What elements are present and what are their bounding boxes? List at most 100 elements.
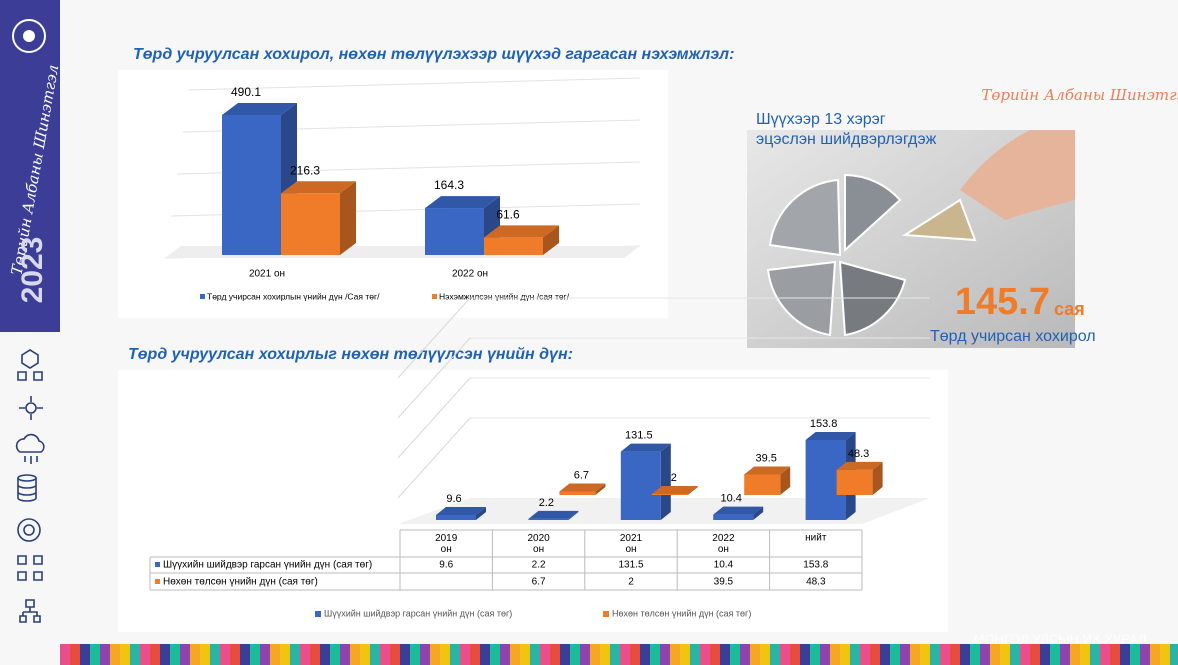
decor-tile — [310, 644, 320, 665]
bar-top — [484, 225, 559, 238]
x-tick-label-line: 2021 — [620, 533, 643, 544]
decor-tile — [460, 644, 470, 665]
bar-side — [340, 181, 356, 255]
decor-tile — [710, 644, 720, 665]
bar-top — [836, 461, 883, 470]
decor-tile — [470, 644, 480, 665]
legend-swatch — [155, 579, 160, 584]
decor-tile — [570, 644, 580, 665]
decor-tile — [1170, 644, 1178, 665]
x-tick-label: 2022 он — [452, 269, 488, 280]
bar-top — [281, 181, 356, 194]
row-label: Нөхөн төлсөн үнийн дүн (сая төг) — [163, 577, 318, 588]
bar — [281, 181, 356, 255]
decor-tile — [800, 644, 810, 665]
decor-tile — [700, 644, 710, 665]
bar-front — [425, 208, 484, 255]
data-label: 48.3 — [848, 448, 869, 460]
bar — [528, 510, 579, 520]
decor-tile — [350, 644, 360, 665]
decor-tile — [1120, 644, 1130, 665]
decor-tile — [180, 644, 190, 665]
bar-top — [559, 483, 606, 492]
decor-tile — [980, 644, 990, 665]
bar — [651, 485, 698, 495]
decor-tile — [340, 644, 350, 665]
decor-tile — [660, 644, 670, 665]
x-tick-label-line: 2022 — [712, 533, 735, 544]
legend-swatch — [155, 562, 160, 567]
x-tick-label-line: 2019 — [435, 533, 458, 544]
decor-tile — [850, 644, 860, 665]
grid-line — [188, 77, 641, 91]
legend-swatch — [200, 294, 205, 299]
data-label: 6.7 — [574, 469, 589, 481]
bar-front — [836, 469, 873, 495]
bar-front — [559, 491, 596, 495]
decor-tile — [190, 644, 200, 665]
emblem — [12, 19, 46, 53]
decor-tile — [740, 644, 750, 665]
decor-tile — [630, 644, 640, 665]
table-cell: 153.8 — [803, 560, 828, 571]
decor-tile — [760, 644, 770, 665]
icon — [17, 478, 37, 502]
callout-amount: 145.7 — [955, 281, 1050, 323]
bar-side — [660, 443, 671, 520]
decor-tile — [170, 644, 180, 665]
decor-tile — [580, 644, 590, 665]
decor-tile — [540, 644, 550, 665]
decor-tile — [480, 644, 490, 665]
decor-tile — [250, 644, 260, 665]
table-cell: 2.2 — [532, 560, 546, 571]
icon — [19, 396, 43, 420]
icon — [17, 518, 41, 542]
decor-tile — [110, 644, 120, 665]
decor-tile — [750, 644, 760, 665]
bar — [484, 225, 559, 255]
decor-tile — [1130, 644, 1140, 665]
decor-tile — [1150, 644, 1160, 665]
bar — [620, 443, 671, 520]
bar-top — [436, 507, 486, 516]
decor-tile — [430, 644, 440, 665]
decor-tile — [200, 644, 210, 665]
decor-tile — [1070, 644, 1080, 665]
decor-tile — [1050, 644, 1060, 665]
table-cell: 10.4 — [714, 560, 734, 571]
decor-tile — [490, 644, 500, 665]
grid-line — [397, 417, 471, 499]
bar — [744, 466, 791, 495]
x-tick-label: 2019 он — [435, 533, 458, 555]
chart1-title: Төрд учруулсан хохирол, нөхөн төлүүлэхээ… — [133, 46, 734, 63]
decor-tile — [950, 644, 960, 665]
decor-tile — [390, 644, 400, 665]
sidebar-icons — [15, 349, 45, 623]
x-tick-label: 2020 он — [527, 533, 550, 555]
decor-tile — [990, 644, 1000, 665]
callout-caption: Төрд учирсан хохирол — [930, 328, 1096, 345]
decor-tile — [590, 644, 600, 665]
bar — [713, 506, 764, 520]
decor-tile — [970, 644, 980, 665]
decor-tile — [790, 644, 800, 665]
decor-tile — [420, 644, 430, 665]
icon — [23, 524, 35, 536]
decor-tile — [440, 644, 450, 665]
decor-tile — [230, 644, 240, 665]
x-tick-label-line: он — [625, 544, 636, 555]
bar-front — [528, 518, 569, 520]
decor-tile — [150, 644, 160, 665]
bar-side — [872, 461, 883, 495]
decor-tile — [1010, 644, 1020, 665]
table-cell: 2 — [628, 577, 634, 588]
decor-tile — [770, 644, 780, 665]
decor-tile — [130, 644, 140, 665]
decor-tile — [690, 644, 700, 665]
footer: МОНГОЛ УЛСЫН ИХ ХУРАЛ — [974, 631, 1147, 646]
decor-tile — [840, 644, 850, 665]
bar-top — [744, 466, 791, 475]
decor-tile — [240, 644, 250, 665]
decor-tile — [270, 644, 280, 665]
